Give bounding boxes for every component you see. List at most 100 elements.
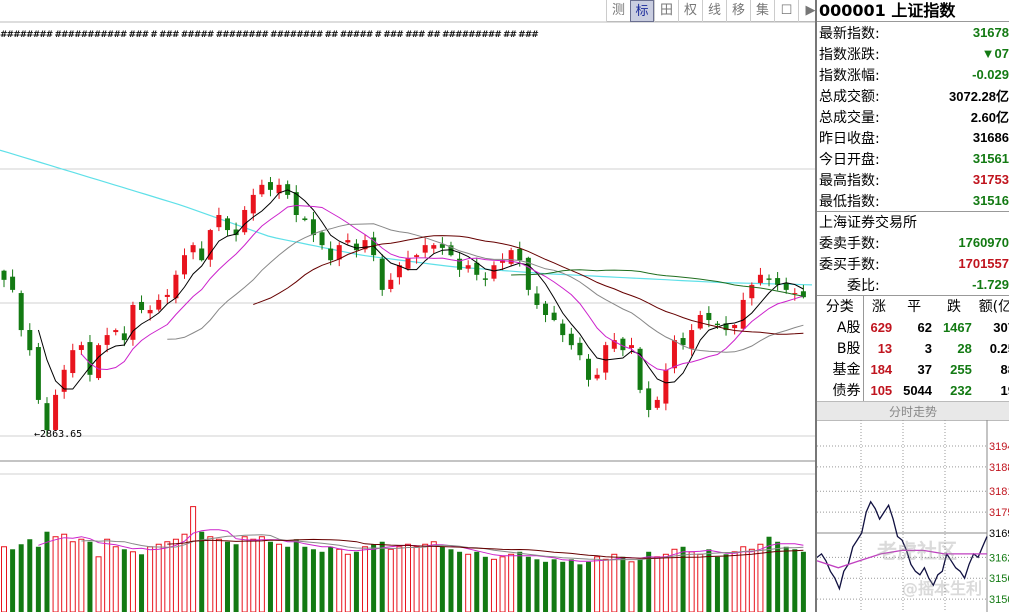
- toolbar-button[interactable]: 田: [654, 0, 678, 22]
- toolbar-button[interactable]: ▶: [798, 0, 822, 22]
- volume-bar: [688, 551, 695, 612]
- up-count: 13: [877, 340, 893, 356]
- candle-body: [568, 333, 574, 346]
- down-count: 28: [957, 340, 972, 356]
- candle-body: [190, 245, 196, 253]
- candle: [87, 335, 93, 382]
- candle: [70, 343, 76, 378]
- candle: [121, 326, 127, 347]
- candle-body: [1, 270, 7, 280]
- candle-body: [113, 330, 119, 333]
- candle: [10, 269, 16, 293]
- quote-row: 最低指数: 31516: [817, 190, 1009, 211]
- quote-value: 31516: [972, 193, 1009, 208]
- candle-body: [732, 325, 738, 329]
- candle-body: [293, 192, 299, 215]
- candle: [379, 254, 385, 296]
- candle-body: [482, 278, 488, 280]
- down-count: 255: [950, 361, 972, 377]
- candle: [18, 290, 24, 337]
- flat-count: 37: [917, 361, 933, 377]
- candle-body: [267, 182, 273, 190]
- intraday-ytick: 3181: [989, 486, 1009, 498]
- volume-bar: [517, 551, 523, 612]
- toolbar-button[interactable]: 测: [606, 0, 630, 22]
- candle: [242, 206, 248, 235]
- flat-count: 5044: [903, 382, 933, 398]
- candle-body: [18, 293, 24, 331]
- quote-label: 总成交额:: [819, 88, 880, 105]
- candle: [594, 368, 600, 381]
- volume-bar: [112, 546, 119, 612]
- candle-body: [500, 260, 506, 263]
- volume-bar: [671, 548, 678, 612]
- intraday-tab[interactable]: 分时走势: [817, 400, 1009, 421]
- candle-body: [697, 314, 703, 329]
- category: A股: [817, 316, 864, 338]
- intraday-ytick: 3156: [989, 573, 1009, 585]
- kline-chart[interactable]: [0, 0, 815, 612]
- candle: [156, 294, 162, 312]
- breadth-header: 平: [907, 299, 922, 316]
- volume-bar: [482, 556, 488, 612]
- intraday-chart[interactable]: 3194 3188 3181 3175 3169 3162 3156 3150: [817, 420, 1009, 612]
- volume-bar: [69, 541, 76, 612]
- candle: [207, 228, 213, 267]
- candle: [61, 364, 67, 399]
- quote-value: -0.029: [972, 67, 1009, 82]
- volume-bar: [258, 536, 265, 612]
- quote-value: 1701557: [958, 256, 1009, 271]
- toolbar-button[interactable]: 权: [678, 0, 702, 22]
- toolbar-button[interactable]: 移: [726, 0, 750, 22]
- volume-bar: [611, 553, 618, 612]
- quote-label: 昨日收盘:: [819, 130, 880, 147]
- volume-bar: [646, 551, 652, 612]
- candle-body: [775, 278, 781, 285]
- candle-body: [233, 229, 239, 236]
- candle-body: [164, 294, 170, 297]
- volume-bar: [714, 556, 720, 612]
- candle-body: [96, 345, 102, 379]
- quote-label: 委卖手数:: [819, 235, 880, 252]
- toolbar-button[interactable]: 标: [630, 0, 654, 22]
- candle-body: [757, 274, 763, 283]
- candle-body: [723, 323, 729, 331]
- volume-bar: [568, 559, 574, 612]
- candle-body: [646, 388, 652, 410]
- candle-body: [663, 369, 669, 404]
- toolbar-button[interactable]: ☐: [774, 0, 798, 22]
- candle-body: [577, 342, 583, 356]
- candle-body: [783, 282, 789, 290]
- candle-body: [431, 245, 437, 249]
- watermark: 老虎社区: [877, 539, 957, 563]
- volume-bar: [800, 551, 806, 612]
- candle: [783, 277, 789, 294]
- toolbar-button[interactable]: 线: [702, 0, 726, 22]
- candle-body: [353, 243, 359, 251]
- intraday-ytick: 3194: [989, 441, 1009, 453]
- volume-bar: [61, 533, 68, 612]
- quote-panel: 000001 上证指数 最新指数: 31678 指数涨跌: ▼07 指数涨幅: -0.02…: [815, 0, 1009, 612]
- candle: [740, 292, 746, 332]
- toolbar-button[interactable]: 集: [750, 0, 774, 22]
- candle: [216, 207, 222, 232]
- candle-body: [207, 230, 213, 260]
- candle: [706, 306, 712, 328]
- volume-bar: [250, 538, 257, 612]
- candle-body: [362, 240, 368, 250]
- breadth-row: 债券 105 5044 232 19: [817, 379, 1009, 401]
- candle: [414, 253, 420, 264]
- volume-bar: [543, 561, 549, 612]
- candle: [139, 295, 145, 314]
- breadth-row: A股 629 62 1467 307: [817, 316, 1009, 338]
- down-count: 232: [950, 382, 972, 398]
- quote-row: 最高指数: 31753: [817, 169, 1009, 190]
- candle-body: [10, 276, 16, 290]
- quote-row: 今日开盘: 31561: [817, 148, 1009, 169]
- candle: [310, 211, 316, 243]
- exchange-name: 上海证券交易所: [819, 215, 917, 231]
- volume-bar: [628, 561, 635, 612]
- candle: [422, 237, 428, 258]
- volume-bar: [654, 556, 661, 612]
- candle-body: [44, 403, 50, 431]
